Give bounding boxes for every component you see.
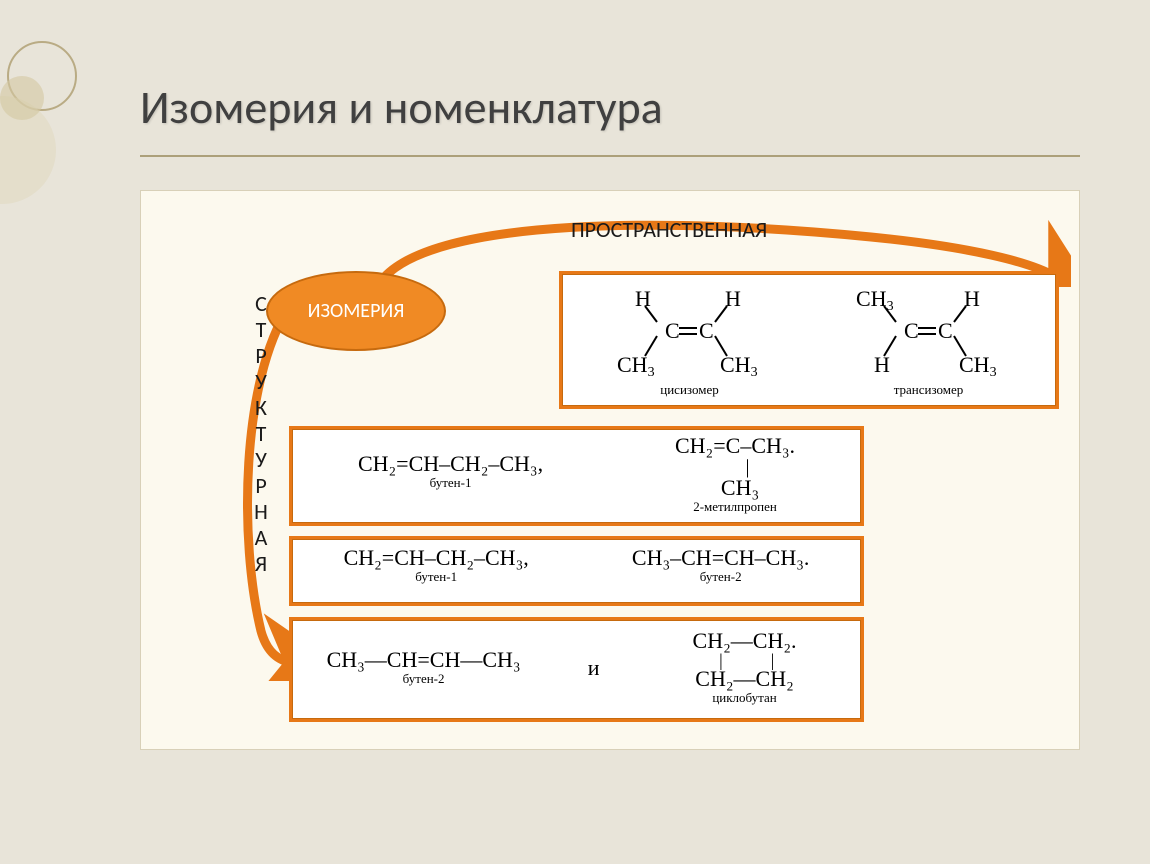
page-title: Изомерия и номенклатура xyxy=(140,80,663,136)
caption: бутен-1 xyxy=(358,475,543,491)
cis-isomer: H H CH3 CH3 C C xyxy=(585,282,795,398)
structural-panel-1: CH₂=CH–CH₂–CH₃, бутен-1 CH₂=C–CH₃. | CH₃… xyxy=(289,426,864,526)
caption: циклобутан xyxy=(667,690,823,706)
svg-text:C: C xyxy=(699,318,714,343)
svg-text:C: C xyxy=(904,318,919,343)
caption: бутен-2 xyxy=(632,569,810,585)
formula: CH₃ xyxy=(675,477,795,499)
svg-text:H: H xyxy=(964,286,980,311)
formula: CH₃–CH=CH–CH₃. xyxy=(632,547,810,569)
svg-text:H: H xyxy=(874,352,890,377)
svg-text:H: H xyxy=(725,286,741,311)
svg-text:CH3: CH3 xyxy=(720,352,758,380)
formula: CH₂=CH–CH₂–CH₃, xyxy=(344,547,529,569)
svg-text:CH3: CH3 xyxy=(959,352,997,380)
decorative-circles xyxy=(0,40,140,240)
isomeria-node-text: ИЗОМЕРИЯ xyxy=(308,299,405,323)
spatial-label: ПРОСТРАНСТВЕННАЯ xyxy=(571,216,767,243)
formula: CH₂—CH₂. xyxy=(667,630,823,652)
cis-caption: цисизомер xyxy=(585,382,795,398)
formula: CH₂=C–CH₃. xyxy=(675,435,795,457)
formula: CH₂—CH₂ xyxy=(667,668,823,690)
caption: бутен-2 xyxy=(327,671,521,687)
svg-text:C: C xyxy=(938,318,953,343)
structural-panel-3: CH₃—CH=CH—CH₃ бутен-2 и CH₂—CH₂. |​| CH₂… xyxy=(289,617,864,722)
spatial-panel: H H CH3 CH3 C C xyxy=(559,271,1059,409)
trans-isomer: CH3 H H CH3 C C xyxy=(824,282,1034,398)
caption: бутен-1 xyxy=(344,569,529,585)
slide: Изомерия и номенклатура ПРОСТРАНСТВЕННАЯ… xyxy=(0,0,1150,864)
svg-text:CH3: CH3 xyxy=(617,352,655,380)
structural-label: СТРУКТУРНАЯ xyxy=(251,291,271,576)
caption: 2-метилпропен xyxy=(675,499,795,515)
svg-text:C: C xyxy=(665,318,680,343)
formula: CH₃—CH=CH—CH₃ xyxy=(327,649,521,671)
trans-caption: трансизомер xyxy=(824,382,1034,398)
isomeria-node: ИЗОМЕРИЯ xyxy=(266,271,446,351)
structural-panel-2: CH₂=CH–CH₂–CH₃, бутен-1 CH₃–CH=CH–CH₃. б… xyxy=(289,536,864,606)
content-area: ПРОСТРАНСТВЕННАЯ СТРУКТУРНАЯ ИЗОМЕРИЯ H … xyxy=(140,190,1080,750)
formula: CH₂=CH–CH₂–CH₃, xyxy=(358,453,543,475)
title-underline xyxy=(140,155,1080,157)
svg-text:H: H xyxy=(635,286,651,311)
connector: и xyxy=(578,655,610,681)
